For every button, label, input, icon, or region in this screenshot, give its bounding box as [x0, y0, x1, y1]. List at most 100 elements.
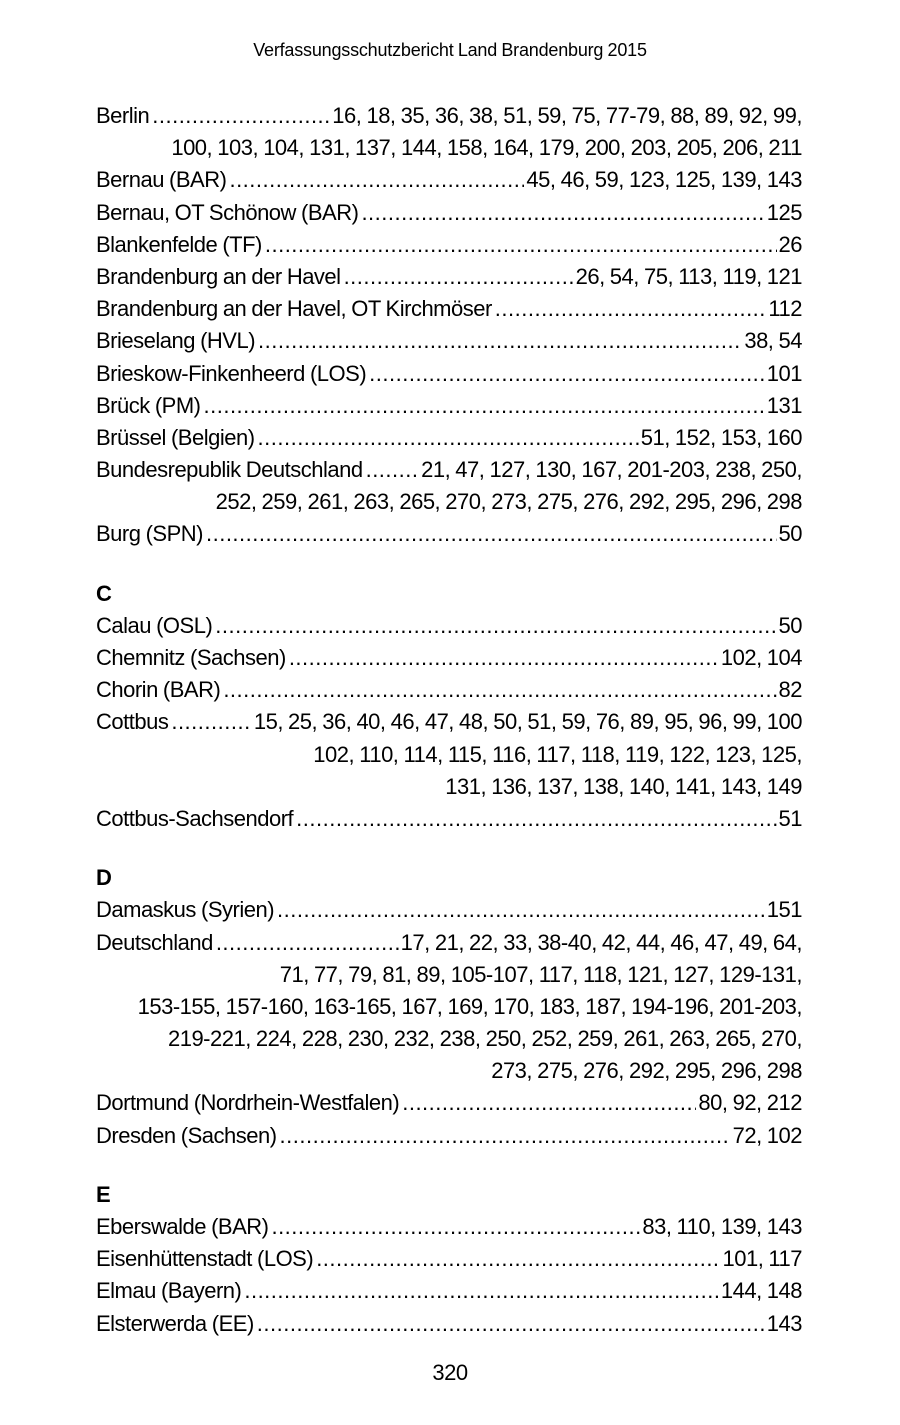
index-term: Chorin (BAR) [96, 677, 221, 703]
page-numbers: 26 [778, 231, 802, 257]
page-numbers: 101 [766, 360, 802, 386]
index-entry-line: Cottbus-Sachsendorf.....................… [96, 803, 802, 835]
index-entry: Brieskow-Finkenheerd (LOS)..............… [96, 358, 802, 390]
index-term: Berlin [96, 103, 150, 128]
page-numbers: 51, 152, 153, 160 [640, 424, 802, 450]
index-entry: Brandenburg an der Havel, OT Kirchmöser.… [96, 293, 802, 325]
index-entry: Brieselang (HVL)........................… [96, 325, 802, 357]
dot-leader: ........................................… [265, 229, 777, 261]
index-term: Bernau (BAR) [96, 167, 227, 193]
dot-leader: ........................................… [223, 674, 776, 706]
index-entry: Berlin..................................… [96, 100, 803, 164]
dot-leader: ........................................… [296, 803, 776, 835]
dot-leader: ........................................… [206, 518, 777, 550]
page-numbers: 101, 117 [722, 1246, 802, 1272]
page-numbers: 144, 148 [720, 1278, 802, 1304]
index-entry-line: Elmau (Bayern)..........................… [96, 1275, 802, 1307]
index-entry: Burg (SPN)..............................… [96, 518, 802, 550]
index-entry-line: Bernau (BAR)............................… [96, 164, 802, 196]
index-term: Brieselang (HVL) [96, 328, 256, 354]
dot-leader: ........................................… [258, 422, 639, 454]
dot-leader: ........................................… [204, 390, 765, 422]
dot-leader-dots: ........................................… [369, 360, 765, 386]
index-entry: Chorin (BAR)............................… [96, 674, 802, 706]
index-entry-line: Dresden (Sachsen).......................… [96, 1120, 802, 1152]
index-term: Deutschland [96, 929, 213, 955]
dot-leader-dots: ........................................… [402, 1090, 696, 1116]
index-entry: Brück (PM)..............................… [96, 390, 802, 422]
index-term: Damaskus (Syrien) [96, 897, 275, 923]
index-entry-line: Bernau, OT Schönow (BAR)................… [96, 197, 802, 229]
page-numbers: 82 [778, 677, 802, 703]
index-term: Cottbus [96, 709, 169, 735]
dot-leader: ........................................… [258, 325, 742, 357]
dot-leader: ........................................… [257, 1308, 765, 1340]
index-term: Eisenhüttenstadt (LOS) [96, 1246, 314, 1272]
index-entry: Cottbus.................................… [96, 706, 803, 803]
index-entry: Calau (OSL).............................… [96, 610, 802, 642]
index-entry-line: Brandenburg an der Havel, OT Kirchmöser.… [96, 293, 802, 325]
dot-leader: ........................................… [344, 261, 574, 293]
index-entry: Blankenfelde (TF).......................… [96, 229, 802, 261]
dot-leader-dots: ........................................… [256, 1310, 765, 1336]
page-numbers: 16, 18, 35, 36, 38, 51, 59, 75, 77-79, 8… [332, 103, 802, 128]
section-letter: C [96, 580, 112, 606]
index-term: Calau (OSL) [96, 612, 213, 638]
index-term: Bundesrepublik Deutschland [96, 457, 363, 483]
dot-leader-dots: ........................................… [171, 709, 252, 735]
index-entry-line: Brüssel (Belgien).......................… [96, 422, 802, 454]
index-term: Brandenburg an der Havel [96, 263, 341, 289]
index-term: Elmau (Bayern) [96, 1278, 242, 1304]
dot-leader: ........................................… [366, 454, 420, 486]
page-footer-number: 320 [432, 1360, 468, 1385]
dot-leader: ........................................… [216, 927, 399, 959]
dot-leader: ........................................… [289, 642, 719, 674]
index-entry-line: Damaskus (Syrien).......................… [96, 894, 802, 926]
dot-leader-dots: ........................................… [215, 929, 399, 955]
dot-leader: ........................................… [402, 1087, 696, 1119]
index-entry: Brandenburg an der Havel................… [96, 261, 802, 293]
index-entry-line: Berlin..................................… [96, 100, 802, 132]
dot-leader: ........................................… [495, 293, 767, 325]
index-entry-line: Elsterwerda (EE)........................… [96, 1308, 802, 1340]
page-header: Verfassungsschutzbericht Land Brandenbur… [253, 40, 647, 60]
index-entry-line: Brandenburg an der Havel................… [96, 261, 802, 293]
page-numbers: 112 [768, 296, 802, 322]
dot-leader-dots: ........................................… [257, 424, 639, 450]
dot-leader: ........................................… [171, 706, 252, 738]
index-entry: Bundesrepublik Deutschland..............… [96, 454, 803, 518]
index-entry-line: Brieskow-Finkenheerd (LOS)..............… [96, 358, 802, 390]
dot-leader-dots: ........................................… [361, 199, 765, 225]
page-numbers: 17, 21, 22, 33, 38-40, 42, 44, 46, 47, 4… [400, 929, 802, 955]
index-term: Brieskow-Finkenheerd (LOS) [96, 360, 367, 386]
index-entry: Deutschland.............................… [96, 927, 803, 1088]
page-numbers-continuation: 131, 136, 137, 138, 140, 141, 143, 149 [445, 773, 802, 799]
dot-leader-dots: ........................................… [229, 167, 524, 193]
index-entry: Cottbus-Sachsendorf.....................… [96, 803, 802, 835]
index-entry-line: Eberswalde (BAR)........................… [96, 1211, 802, 1243]
dot-leader-dots: ........................................… [244, 1278, 719, 1304]
page-numbers-continuation: 252, 259, 261, 263, 265, 270, 273, 275, … [215, 489, 803, 515]
dot-leader: ........................................… [316, 1243, 720, 1275]
index-entry: Eisenhüttenstadt (LOS)..................… [96, 1243, 802, 1275]
dot-leader-dots: ........................................… [365, 457, 420, 483]
dot-leader: ........................................… [229, 164, 524, 196]
page-numbers: 131 [766, 392, 802, 418]
dot-leader-dots: ........................................… [494, 296, 767, 322]
index-entry-line: Bundesrepublik Deutschland..............… [96, 454, 802, 486]
index-term: Dortmund (Nordrhein-Westfalen) [96, 1090, 400, 1116]
index-entry-line: Deutschland.............................… [96, 927, 802, 959]
index-entry: Dortmund (Nordrhein-Westfalen)..........… [96, 1087, 802, 1119]
index-term: Brandenburg an der Havel, OT Kirchmöser [96, 296, 492, 322]
page-numbers: 72, 102 [732, 1122, 802, 1148]
index-list: Berlin..................................… [96, 100, 803, 1340]
index-entry: Bernau, OT Schönow (BAR)................… [96, 197, 802, 229]
index-term: Bernau, OT Schönow (BAR) [96, 199, 359, 225]
dot-leader: ........................................… [215, 610, 776, 642]
index-entry-line: Eisenhüttenstadt (LOS)..................… [96, 1243, 802, 1275]
dot-leader-dots: ........................................… [205, 521, 777, 547]
index-entry: Brüssel (Belgien).......................… [96, 422, 802, 454]
page-numbers-continuation: 100, 103, 104, 131, 137, 144, 158, 164, … [171, 135, 802, 161]
index-entry-line: Chemnitz (Sachsen)......................… [96, 642, 802, 674]
